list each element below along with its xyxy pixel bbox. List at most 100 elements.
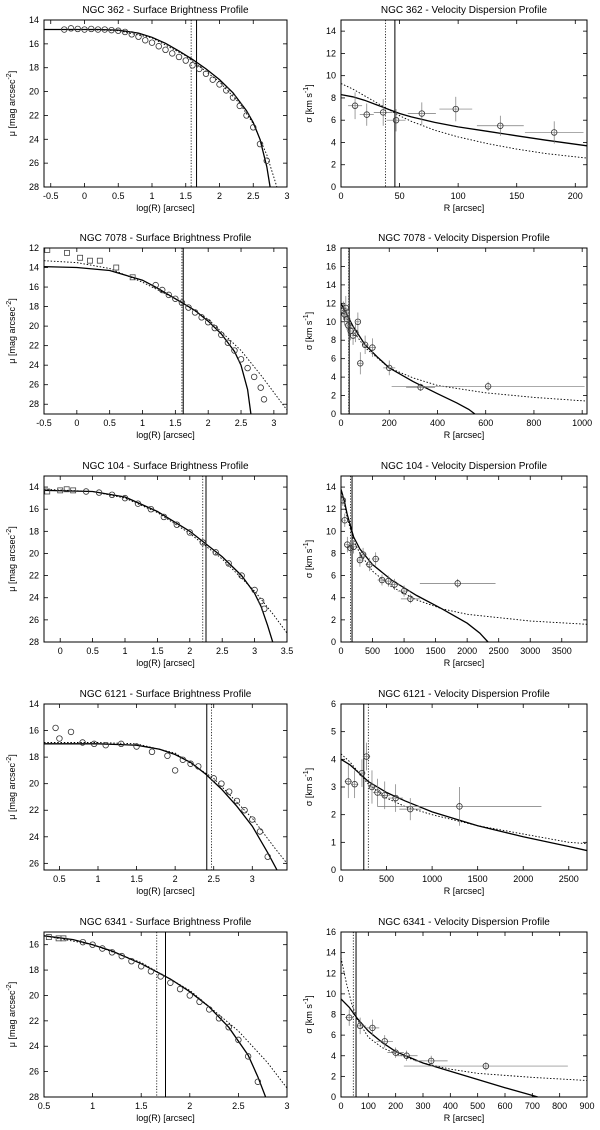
data-point [206, 1006, 213, 1013]
x-tick-label: 800 [552, 1101, 567, 1111]
data-point-square [63, 486, 70, 493]
data-point [484, 383, 492, 390]
model-curve-dotted [341, 83, 587, 159]
x-tick-label: 2 [217, 191, 222, 201]
y-axis-label: σ [km s-1] [303, 84, 314, 122]
x-tick-label: -0.5 [43, 191, 59, 201]
y-axis-label: σ [km s-1] [303, 995, 314, 1033]
y-tick-label: 2 [331, 810, 336, 820]
y-tick-label: 18 [29, 526, 39, 536]
data-point [244, 1053, 252, 1060]
x-axis-label: log(R) [arcsec] [136, 203, 195, 213]
x-tick-label: 2 [206, 418, 211, 428]
data-point [198, 314, 205, 321]
data-point [179, 756, 187, 763]
plot-frame [43, 19, 288, 188]
x-axis-label: R [arcsec] [444, 886, 485, 896]
data-point [99, 945, 106, 952]
data-point [186, 992, 193, 999]
data-point [352, 329, 359, 337]
x-tick-label: 100 [361, 1101, 376, 1111]
x-tick-label: 1 [90, 1101, 95, 1111]
data-point [456, 803, 463, 810]
data-point [369, 1024, 376, 1032]
y-tick-label: 2 [331, 615, 336, 625]
data-point [249, 816, 256, 823]
data-point [67, 728, 75, 736]
plot-area [341, 476, 587, 642]
data-point [261, 605, 268, 612]
y-tick-label: 8 [331, 1010, 336, 1020]
data-point [356, 1022, 364, 1030]
y-tick-label: 24 [29, 1041, 39, 1051]
data-point [212, 549, 219, 556]
y-tick-label: 20 [29, 779, 39, 789]
plot-area [44, 476, 287, 642]
data-point [128, 957, 135, 965]
data-point [342, 304, 350, 312]
x-tick-label: 1000 [394, 646, 414, 656]
y-tick-label: 14 [326, 280, 336, 290]
chart-panel-4: NGC 7078 - Velocity Dispersion Profile 0 2… [303, 233, 592, 440]
data-point [204, 319, 212, 326]
model-curve-solid [44, 265, 252, 414]
data-point [229, 94, 237, 101]
chart-title: NGC 362 - Surface Brightness Profile [82, 5, 249, 16]
plot-frame [340, 703, 588, 871]
plot-area [44, 932, 287, 1097]
x-tick-label: 3 [252, 646, 257, 656]
y-tick-label: 22 [29, 110, 39, 120]
data-point [497, 122, 504, 129]
model-curve-solid [341, 489, 489, 642]
y-tick-label: 24 [29, 360, 39, 370]
data-point [345, 778, 352, 785]
plot-frame [340, 19, 588, 188]
data-point [341, 517, 348, 524]
data-point [79, 938, 87, 946]
x-tick-label: 3.5 [281, 646, 294, 656]
y-tick-label: 14 [326, 26, 336, 36]
y-tick-label: 0 [331, 182, 336, 192]
data-point [101, 26, 108, 33]
y-tick-label: 22 [29, 1016, 39, 1026]
data-point-square [44, 488, 51, 495]
chart-title: NGC 7078 - Surface Brightness Profile [80, 233, 252, 244]
y-tick-label: 8 [331, 93, 336, 103]
data-point [215, 1015, 223, 1022]
data-point [108, 26, 115, 34]
y-tick-label: 14 [326, 948, 336, 958]
x-tick-label: 3000 [520, 646, 540, 656]
data-point [235, 1036, 242, 1044]
x-tick-label: 0 [338, 1101, 343, 1111]
data-point [381, 792, 388, 799]
data-point [241, 807, 248, 814]
y-tick-label: 12 [326, 298, 336, 308]
data-point-square [77, 254, 84, 261]
data-point [225, 560, 232, 567]
chart-title: NGC 104 - Surface Brightness Profile [82, 461, 249, 472]
data-point [176, 985, 184, 993]
data-point [386, 364, 393, 372]
y-tick-label: 6 [331, 1030, 336, 1040]
data-point [210, 775, 217, 782]
data-point-square [129, 274, 136, 281]
data-point [216, 81, 223, 88]
x-tick-label: 2.5 [207, 874, 220, 884]
data-point [363, 753, 370, 760]
data-point [164, 752, 171, 759]
data-point [243, 112, 250, 119]
model-curve-dotted [341, 492, 587, 625]
x-tick-label: 2.5 [232, 1101, 245, 1111]
y-tick-label: 12 [326, 504, 336, 514]
y-tick-label: 26 [29, 380, 39, 390]
data-point [403, 1052, 410, 1059]
plot-frame [43, 931, 288, 1098]
data-point [128, 31, 135, 38]
data-point [363, 111, 370, 118]
y-tick-label: 18 [29, 752, 39, 762]
data-point [182, 57, 189, 64]
data-point [102, 741, 109, 749]
y-tick-label: 14 [29, 482, 39, 492]
data-point [254, 1078, 262, 1085]
x-tick-label: 2.5 [216, 646, 229, 656]
